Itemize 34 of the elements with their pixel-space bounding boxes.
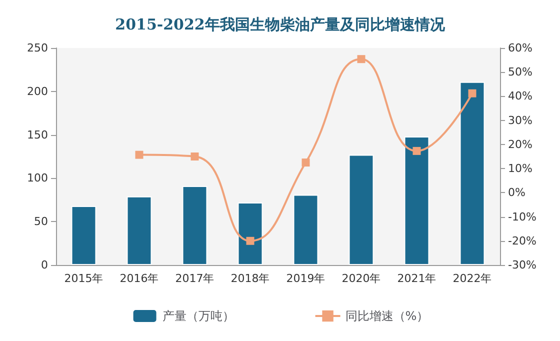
point — [135, 150, 144, 159]
y2-tick-label: 30% — [508, 114, 532, 127]
y2-tick-label: 60% — [508, 42, 532, 54]
legend-label: 同比增速（%） — [345, 309, 429, 323]
legend-label: 产量（万吨） — [162, 309, 234, 323]
y2-tick-label: -20% — [508, 234, 536, 248]
y2-tick-label: 40% — [508, 90, 532, 103]
y2-tick-label: -30% — [508, 258, 536, 272]
x-tick-label: 2020年 — [342, 272, 381, 285]
y2-tick-label: 50% — [508, 66, 532, 79]
point — [246, 236, 254, 245]
y2-tick-label: -10% — [508, 210, 536, 224]
x-tick-label: 2021年 — [397, 272, 436, 285]
chart-title: 2015-2022年我国生物柴油产量及同比增速情况 — [115, 16, 446, 34]
y2-tick-label: 0% — [508, 186, 526, 200]
x-tick-label: 2015年 — [64, 272, 104, 285]
point — [190, 152, 199, 160]
x-tick-label: 2018年 — [230, 272, 270, 285]
point — [468, 89, 476, 98]
y-tick-label: 200 — [27, 84, 48, 98]
x-tick-label: 2017年 — [175, 272, 214, 285]
y-tick-label: 100 — [27, 172, 48, 185]
x-tick-label: 2016年 — [120, 272, 159, 285]
y-tick-label: 250 — [27, 42, 48, 54]
y2-tick-label: 10% — [508, 162, 532, 176]
point — [412, 146, 421, 155]
point — [302, 158, 310, 167]
point — [357, 55, 366, 64]
y-tick-label: 150 — [27, 128, 48, 142]
x-tick-label: 2022年 — [452, 272, 492, 285]
y-tick-label: 0 — [41, 258, 48, 272]
x-tick-label: 2019年 — [286, 272, 326, 285]
y-tick-label: 50 — [34, 215, 48, 228]
y2-tick-label: 20% — [508, 138, 532, 151]
